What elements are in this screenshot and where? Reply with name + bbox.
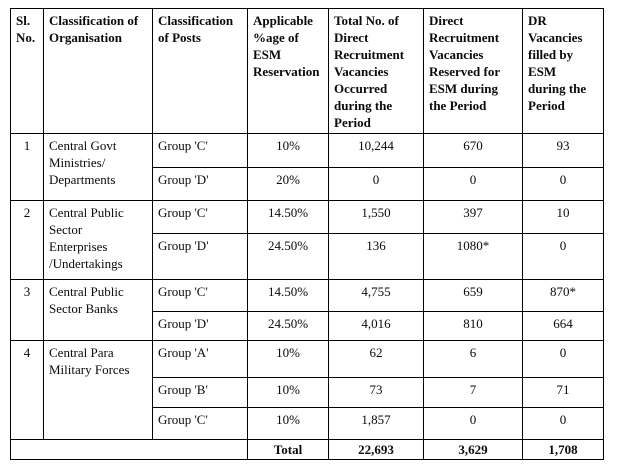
- filled-cell: 0: [522, 340, 604, 378]
- total-vacancies-cell: 73: [328, 377, 424, 408]
- posts-cell: Group 'C': [152, 279, 248, 312]
- filled-cell: 93: [522, 133, 604, 168]
- reserved-cell: 0: [423, 167, 523, 201]
- organisation-cell: Central Public Sector Enterprises /Under…: [43, 200, 153, 280]
- reserved-cell: 397: [423, 200, 523, 234]
- filled-cell: 0: [522, 233, 604, 280]
- col-header-posts: Classification of Posts: [152, 8, 248, 134]
- col-header-reserved-vacancies: Direct Recruitment Vacancies Reserved fo…: [423, 8, 523, 134]
- filled-cell: 870*: [522, 279, 604, 312]
- posts-cell: Group 'C': [152, 133, 248, 168]
- total-vacancies-cell: 1,550: [328, 200, 424, 234]
- total-vacancies-cell: 0: [328, 167, 424, 201]
- sl-no-cell: 3: [10, 279, 44, 341]
- pct-cell: 10%: [247, 407, 329, 440]
- col-header-organisation: Classification of Organisation: [43, 8, 153, 134]
- reserved-cell: 810: [423, 311, 523, 341]
- table-row: 4 Central Para Military Forces Group 'A'…: [10, 340, 604, 440]
- table-row: 3 Central Public Sector Banks Group 'C' …: [10, 279, 604, 341]
- total-row: Total 22,693 3,629 1,708: [10, 439, 604, 460]
- sl-no-cell: 4: [10, 340, 44, 440]
- sl-no-cell: 1: [10, 133, 44, 201]
- pct-cell: 10%: [247, 377, 329, 408]
- posts-cell: Group 'B': [152, 377, 248, 408]
- filled-total-cell: 1,708: [522, 439, 604, 460]
- col-header-sl-no: Sl. No.: [10, 8, 44, 134]
- reserved-cell: 1080*: [423, 233, 523, 280]
- pct-cell: 10%: [247, 133, 329, 168]
- organisation-cell: Central Public Sector Banks: [43, 279, 153, 341]
- posts-cell: Group 'D': [152, 233, 248, 280]
- pct-cell: 14.50%: [247, 200, 329, 234]
- reserved-cell: 6: [423, 340, 523, 378]
- reserved-cell: 659: [423, 279, 523, 312]
- total-vacancies-cell: 1,857: [328, 407, 424, 440]
- table-row: Group 'B' 10% 73 7 71: [11, 377, 604, 408]
- col-header-total-vacancies: Total No. of Direct Recruitment Vacancie…: [328, 8, 424, 134]
- table-row: Group 'D' 20% 0 0 0: [11, 167, 604, 201]
- total-vacancies-cell: 62: [328, 340, 424, 378]
- total-vacancies-cell: 4,755: [328, 279, 424, 312]
- table-row: Group 'D' 24.50% 4,016 810 664: [11, 311, 604, 341]
- pct-cell: 14.50%: [247, 279, 329, 312]
- table-row: 1 Central Govt Ministries/ Departments G…: [10, 133, 604, 201]
- pct-cell: 24.50%: [247, 311, 329, 341]
- total-vacancies-total-cell: 22,693: [328, 439, 424, 460]
- pct-cell: 10%: [247, 340, 329, 378]
- posts-cell: Group 'A': [152, 340, 248, 378]
- filled-cell: 664: [522, 311, 604, 341]
- col-header-filled-vacancies: DR Vacancies filled by ESM during the Pe…: [522, 8, 604, 134]
- esm-reservation-table: Sl. No. Classification of Organisation C…: [10, 8, 604, 460]
- table-row: 2 Central Public Sector Enterprises /Und…: [10, 200, 604, 280]
- posts-cell: Group 'D': [152, 311, 248, 341]
- filled-cell: 10: [522, 200, 604, 234]
- header-row: Sl. No. Classification of Organisation C…: [10, 8, 604, 134]
- total-vacancies-cell: 4,016: [328, 311, 424, 341]
- filled-cell: 0: [522, 407, 604, 440]
- posts-cell: Group 'C': [152, 407, 248, 440]
- sl-no-cell: 2: [10, 200, 44, 280]
- total-vacancies-cell: 136: [328, 233, 424, 280]
- organisation-cell: Central Govt Ministries/ Departments: [43, 133, 153, 201]
- total-vacancies-cell: 10,244: [328, 133, 424, 168]
- filled-cell: 71: [522, 377, 604, 408]
- pct-cell: 24.50%: [247, 233, 329, 280]
- total-label-cell: Total: [247, 439, 329, 460]
- posts-cell: Group 'C': [152, 200, 248, 234]
- col-header-esm-percentage: Applicable %age of ESM Reservation: [247, 8, 329, 134]
- organisation-cell: Central Para Military Forces: [43, 340, 153, 440]
- reserved-total-cell: 3,629: [423, 439, 523, 460]
- total-row-spacer: [10, 439, 248, 460]
- table-row: Group 'D' 24.50% 136 1080* 0: [11, 233, 604, 280]
- pct-cell: 20%: [247, 167, 329, 201]
- filled-cell: 0: [522, 167, 604, 201]
- reserved-cell: 0: [423, 407, 523, 440]
- reserved-cell: 670: [423, 133, 523, 168]
- table-row: Group 'C' 10% 1,857 0 0: [11, 407, 604, 440]
- posts-cell: Group 'D': [152, 167, 248, 201]
- reserved-cell: 7: [423, 377, 523, 408]
